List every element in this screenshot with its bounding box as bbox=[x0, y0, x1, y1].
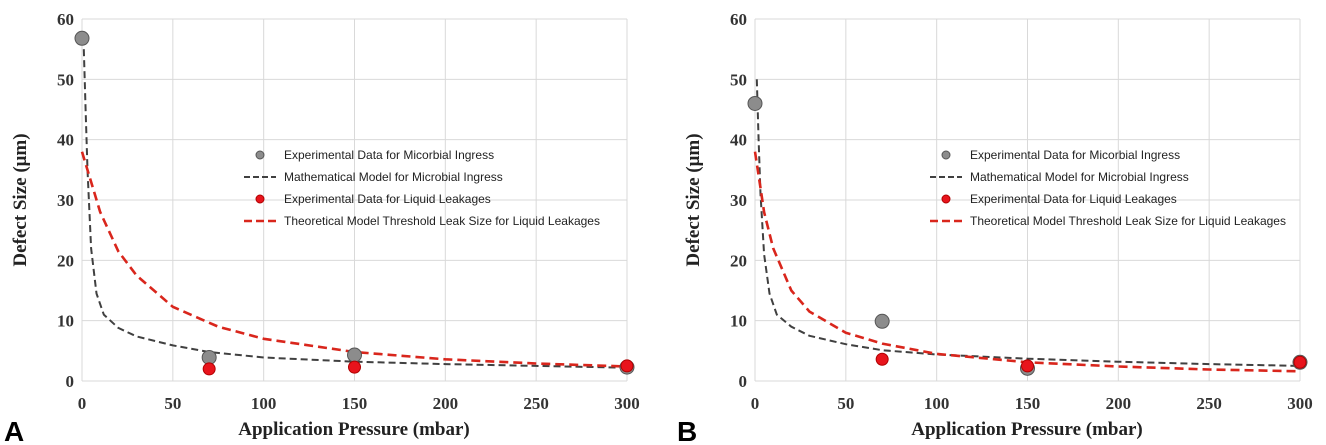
data-point-microbial-ingress bbox=[747, 95, 763, 111]
y-tick-label: 50 bbox=[57, 70, 74, 89]
x-tick-label: 300 bbox=[614, 394, 640, 413]
legend-marker-point bbox=[255, 194, 265, 204]
y-tick-label: 40 bbox=[57, 131, 74, 150]
legend-marker-point bbox=[941, 150, 951, 160]
data-point-microbial-ingress bbox=[347, 347, 362, 363]
legend-entry-label: Theoretical Model Threshold Leak Size fo… bbox=[970, 214, 1286, 228]
data-point-liquid-leakage bbox=[620, 359, 634, 373]
panel-label: B bbox=[677, 416, 697, 445]
x-tick-label: 0 bbox=[78, 394, 87, 413]
legend-entry-label: Experimental Data for Micorbial Ingress bbox=[970, 148, 1180, 162]
y-axis-title: Defect Size (μm) bbox=[10, 133, 31, 266]
series-line-theoretical-model bbox=[753, 151, 1301, 373]
series-line-mathematical-model bbox=[82, 49, 628, 369]
data-point-liquid-leakage bbox=[1021, 359, 1034, 373]
y-tick-label: 10 bbox=[57, 312, 74, 331]
chart-panel-b: 0 10 20 30 40 50 60 0 50 100 150 200 250 300 Applicati… bbox=[677, 10, 1313, 445]
x-tick-label: 100 bbox=[924, 394, 950, 413]
data-point-microbial-ingress bbox=[74, 30, 90, 46]
legend-entry-label: Mathematical Model for Microbial Ingress bbox=[970, 170, 1189, 184]
y-tick-label: 30 bbox=[57, 191, 74, 210]
legend-entry-label: Theoretical Model Threshold Leak Size fo… bbox=[284, 214, 600, 228]
x-tick-label: 150 bbox=[1015, 394, 1041, 413]
data-point-liquid-leakage bbox=[348, 360, 361, 374]
legend: Experimental Data for Micorbial Ingress M… bbox=[244, 148, 600, 228]
chart-panel-a: 0 10 20 30 40 50 60 0 50 100 150 200 250 300 Applicati… bbox=[4, 10, 640, 445]
x-tick-label: 300 bbox=[1287, 394, 1313, 413]
data-point-microbial-ingress bbox=[874, 313, 890, 329]
y-tick-label: 20 bbox=[730, 251, 747, 270]
series-line-theoretical-model bbox=[80, 151, 628, 368]
legend-entry-label: Mathematical Model for Microbial Ingress bbox=[284, 170, 503, 184]
x-tick-label: 50 bbox=[837, 394, 854, 413]
data-point-liquid-leakage bbox=[1293, 355, 1307, 369]
x-tick-label: 0 bbox=[751, 394, 760, 413]
y-tick-label: 20 bbox=[57, 251, 74, 270]
y-tick-label: 0 bbox=[739, 372, 748, 391]
legend-entry-label: Experimental Data for Liquid Leakages bbox=[284, 192, 491, 206]
series-line-mathematical-model bbox=[755, 79, 1301, 367]
x-axis-title: Application Pressure (mbar) bbox=[911, 419, 1143, 440]
x-axis-title: Application Pressure (mbar) bbox=[238, 419, 470, 440]
y-tick-label: 0 bbox=[66, 372, 75, 391]
x-tick-label: 200 bbox=[433, 394, 459, 413]
panel-label: A bbox=[4, 416, 24, 445]
x-tick-label: 200 bbox=[1106, 394, 1132, 413]
legend-marker-point bbox=[255, 150, 265, 160]
y-axis-title: Defect Size (μm) bbox=[683, 133, 704, 266]
y-tick-label: 60 bbox=[730, 10, 747, 29]
data-point-liquid-leakage bbox=[875, 352, 889, 366]
y-tick-label: 10 bbox=[730, 312, 747, 331]
data-point-microbial-ingress bbox=[201, 349, 217, 365]
y-tick-label: 30 bbox=[730, 191, 747, 210]
legend-marker-point bbox=[941, 194, 951, 204]
legend: Experimental Data for Micorbial Ingress M… bbox=[930, 148, 1286, 228]
y-tick-label: 40 bbox=[730, 131, 747, 150]
data-point-liquid-leakage bbox=[202, 362, 216, 376]
x-tick-label: 250 bbox=[523, 394, 549, 413]
y-tick-label: 50 bbox=[730, 70, 747, 89]
legend-entry-label: Experimental Data for Liquid Leakages bbox=[970, 192, 1177, 206]
x-tick-label: 250 bbox=[1196, 394, 1222, 413]
legend-entry-label: Experimental Data for Micorbial Ingress bbox=[284, 148, 494, 162]
y-tick-label: 60 bbox=[57, 10, 74, 29]
x-tick-label: 50 bbox=[164, 394, 181, 413]
x-tick-label: 100 bbox=[251, 394, 277, 413]
x-tick-label: 150 bbox=[342, 394, 368, 413]
